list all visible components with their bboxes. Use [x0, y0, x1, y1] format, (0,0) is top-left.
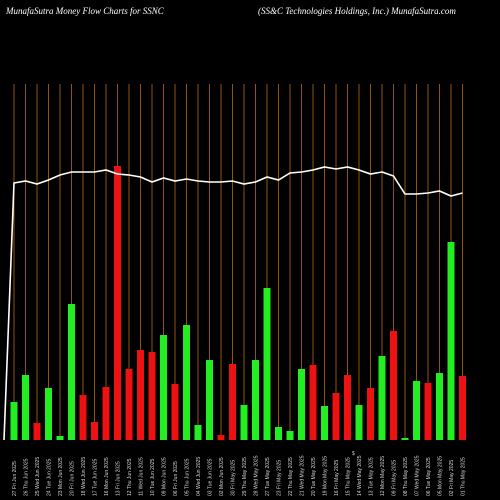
x-tick-label: 07 Wed May 2025	[415, 455, 421, 496]
flow-bar	[206, 360, 213, 440]
chart-subtitle: (SS&C Technologies Holdings, Inc.) Munaf…	[258, 6, 456, 16]
x-tick-label: 09 Fri May 2025	[392, 460, 398, 496]
x-tick-label: 02 Fri May 2025	[449, 460, 455, 496]
x-tick-label: 02 Mon Jun 2025	[219, 457, 225, 496]
flow-bar	[424, 383, 432, 440]
currency-symbol: $	[352, 451, 355, 457]
flow-bar	[390, 331, 397, 440]
flow-bar	[102, 387, 110, 440]
x-tick-label: 23 Mon Jun 2025	[58, 457, 64, 496]
x-tick-label: 09 Mon Jun 2025	[162, 457, 168, 496]
x-tick-label: 20 Tue May 2025	[311, 457, 317, 496]
flow-bar	[309, 365, 317, 440]
x-tick-label: 04 Wed Jun 2025	[196, 457, 202, 496]
x-tick-label: 10 Tue Jun 2025	[150, 459, 156, 496]
x-tick-label: 22 Thu May 2025	[288, 457, 294, 496]
flow-bar	[240, 405, 248, 440]
flow-bar	[45, 388, 52, 440]
x-tick-label: 06 Tue May 2025	[426, 457, 432, 496]
flow-bar	[252, 360, 259, 440]
x-tick-label: 23 Fri May 2025	[277, 460, 283, 496]
flow-bar	[367, 388, 374, 440]
x-tick-label: 29 Thu May 2025	[242, 457, 248, 496]
x-tick-label: 03 Tue Jun 2025	[208, 459, 214, 496]
flow-bar	[286, 431, 294, 440]
x-tick-label: 11 Wed Jun 2025	[139, 457, 145, 496]
x-tick-label: 27 Fri Jun 2025	[12, 461, 18, 496]
flow-bar	[298, 369, 305, 440]
flow-bar	[91, 422, 98, 440]
flow-bar	[33, 423, 41, 440]
x-tick-label: 13 Tue May 2025	[369, 457, 375, 496]
x-tick-label: 24 Tue Jun 2025	[47, 459, 53, 496]
chart-title: MunafaSutra Money Flow Charts for SSNC	[6, 6, 164, 16]
flow-bar	[229, 364, 236, 440]
flow-bar	[79, 395, 87, 440]
price-line	[3, 166, 463, 441]
x-tick-label: 14 Wed May 2025	[357, 455, 363, 496]
flow-bar	[137, 350, 144, 440]
flow-bar	[10, 402, 18, 440]
x-tick-label: 20 Fri Jun 2025	[70, 461, 76, 496]
flow-bar	[125, 369, 133, 440]
flow-bar	[114, 166, 121, 440]
x-tick-label: 06 Fri Jun 2025	[173, 461, 179, 496]
x-tick-label: 05 Thu Jun 2025	[185, 458, 191, 496]
x-tick-label: 08 Thu May 2025	[403, 457, 409, 496]
flow-bar	[447, 242, 455, 440]
x-tick-label: 25 Wed Jun 2025	[35, 457, 41, 496]
flow-bar	[321, 406, 328, 440]
x-tick-label: 26 Thu Jun 2025	[24, 458, 30, 496]
flow-bar	[436, 373, 443, 440]
x-tick-label: 12 Thu Jun 2025	[127, 458, 133, 496]
x-tick-label: 05 Mon May 2025	[438, 456, 444, 496]
flow-bar	[459, 376, 466, 440]
x-tick-label: 01 Thu May 2025	[461, 457, 467, 496]
x-tick-label: 30 Fri May 2025	[231, 460, 237, 496]
flow-bar	[275, 427, 282, 440]
x-tick-label: 12 Mon May 2025	[380, 456, 386, 496]
flow-bar	[56, 436, 64, 440]
flow-bar	[355, 405, 363, 440]
flow-bar	[263, 288, 271, 440]
x-tick-label: 15 Thu May 2025	[346, 457, 352, 496]
flow-bar	[171, 384, 179, 440]
flow-bar	[160, 335, 167, 440]
flow-bar	[22, 375, 29, 440]
x-tick-label: 27 Tue May 2025	[265, 457, 271, 496]
flow-bar	[401, 438, 409, 440]
flow-bar	[344, 375, 351, 440]
x-tick-label: 16 Mon Jun 2025	[104, 457, 110, 496]
flow-bar	[183, 325, 190, 440]
flow-bar	[194, 425, 202, 440]
flow-bar	[217, 435, 225, 440]
flow-bar	[378, 356, 386, 440]
flow-bar	[413, 381, 420, 440]
x-tick-label: 13 Fri Jun 2025	[116, 461, 122, 496]
x-tick-label: 18 Wed Jun 2025	[81, 457, 87, 496]
flow-bar	[68, 304, 75, 440]
x-tick-label: 21 Wed May 2025	[300, 455, 306, 496]
x-tick-label: 28 Wed May 2025	[254, 455, 260, 496]
flow-bar	[148, 352, 156, 440]
x-tick-label: 17 Tue Jun 2025	[93, 459, 99, 496]
x-tick-label: 19 Mon May 2025	[323, 456, 329, 496]
flow-bar	[332, 393, 340, 440]
x-tick-label: 16 Fri May 2025	[334, 460, 340, 496]
